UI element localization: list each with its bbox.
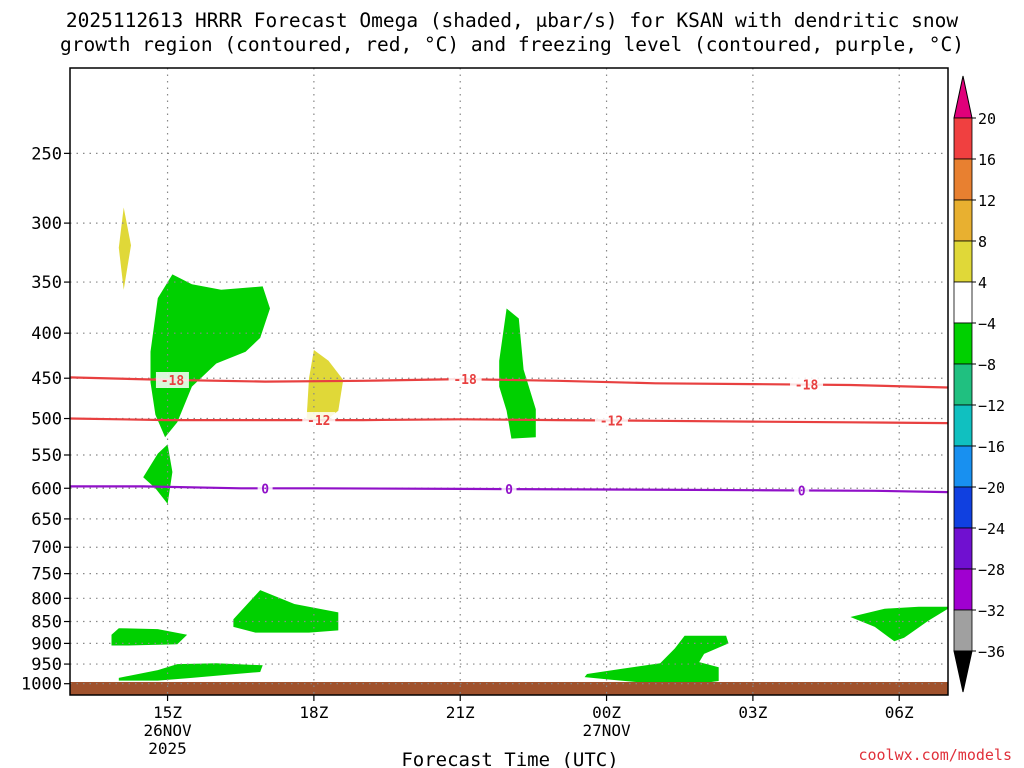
colorbar-swatch-12 xyxy=(953,568,973,611)
contour-label-0: 0 xyxy=(261,482,269,497)
colorbar-swatch-3 xyxy=(953,199,973,242)
omega-region-10 xyxy=(850,606,948,642)
omega-region-1 xyxy=(118,207,131,290)
contour-label-bg xyxy=(794,482,810,499)
y-tick-label-350: 350 xyxy=(31,273,62,293)
omega-region-7 xyxy=(111,628,188,646)
y-tick-label-1000: 1000 xyxy=(21,675,62,695)
colorbar-label: −28 xyxy=(978,561,1005,579)
y-tick-label-800: 800 xyxy=(31,589,62,609)
y-tick-label-250: 250 xyxy=(31,144,62,164)
omega-region-6 xyxy=(233,590,339,633)
y-tick-label-650: 650 xyxy=(31,510,62,530)
colorbar-label: −32 xyxy=(978,602,1005,620)
x-tick-date-15Z: 26NOV xyxy=(143,721,192,740)
site-credit: coolwx.com/models xyxy=(858,746,1012,764)
contour-label--18: -18 xyxy=(161,374,185,389)
colorbar-label: 4 xyxy=(978,274,987,292)
omega-region-8 xyxy=(118,663,263,681)
y-tick-label-300: 300 xyxy=(31,214,62,234)
colorbar-top-cap xyxy=(953,75,973,119)
colorbar-swatch-13 xyxy=(953,609,973,652)
colorbar-swatch-11 xyxy=(953,527,973,570)
colorbar-label: 16 xyxy=(978,151,996,169)
x-tick-label-03Z: 03Z xyxy=(738,703,767,722)
x-tick-label-21Z: 21Z xyxy=(446,703,475,722)
contour-label-bg xyxy=(302,412,336,429)
colorbar-swatch-5 xyxy=(953,281,973,324)
colorbar-bottom-cap xyxy=(953,650,973,693)
contour-label-0: 0 xyxy=(798,484,806,499)
omega-region-5 xyxy=(499,308,536,439)
colorbar-label: −16 xyxy=(978,438,1005,456)
surface-layer xyxy=(70,682,948,695)
y-tick-label-400: 400 xyxy=(31,324,62,344)
y-tick-label-500: 500 xyxy=(31,410,62,430)
y-tick-label-900: 900 xyxy=(31,634,62,654)
colorbar-swatch-10 xyxy=(953,486,973,529)
colorbar-swatch-7 xyxy=(953,363,973,406)
colorbar: 20 16 12 8 4 −4 −8 −12 −16 −20 −24 −28 −32 −36 xyxy=(953,75,1005,693)
x-tick-label-06Z: 06Z xyxy=(885,703,914,722)
y-tick-label-550: 550 xyxy=(31,446,62,466)
contour-line--12 xyxy=(69,417,949,425)
colorbar-label: 8 xyxy=(978,233,987,251)
contour-label--18: -18 xyxy=(453,373,477,388)
omega-region-2 xyxy=(306,350,344,423)
colorbar-swatch-9 xyxy=(953,445,973,488)
x-tick-year-15Z: 2025 xyxy=(148,739,187,758)
y-tick-label-700: 700 xyxy=(31,538,62,558)
colorbar-label: 20 xyxy=(978,110,996,128)
y-tick-label-600: 600 xyxy=(31,479,62,499)
contour-label--12: -12 xyxy=(600,414,623,429)
colorbar-label: −8 xyxy=(978,356,996,374)
omega-region-4 xyxy=(143,444,173,504)
x-tick-label-15Z: 15Z xyxy=(153,703,182,722)
y-tick-label-950: 950 xyxy=(31,655,62,675)
colorbar-label: −4 xyxy=(978,315,996,333)
plot-frame xyxy=(69,67,949,696)
contour-label-bg xyxy=(790,376,824,393)
contour-label-0: 0 xyxy=(505,483,513,498)
colorbar-swatch-4 xyxy=(953,240,973,283)
x-tick-label-18Z: 18Z xyxy=(299,703,328,722)
colorbar-swatch-1 xyxy=(953,117,973,160)
omega-region-9 xyxy=(584,635,729,686)
omega-region-3 xyxy=(150,274,270,438)
contour-label-bg xyxy=(448,371,482,388)
colorbar-swatch-8 xyxy=(953,404,973,447)
contour-label-bg xyxy=(501,481,517,498)
axes: 2503003504004505005506006507007508008509… xyxy=(21,67,949,758)
y-tick-label-850: 850 xyxy=(31,613,62,633)
omega-shaded-regions xyxy=(111,207,948,686)
colorbar-label: 12 xyxy=(978,192,996,210)
surface-strip xyxy=(70,682,948,695)
contour-label-bg xyxy=(257,480,273,497)
contour-label-bg xyxy=(155,372,189,389)
chart-title-line-2: growth region (contoured, red, °C) and f… xyxy=(60,33,964,56)
colorbar-swatch-2 xyxy=(953,158,973,201)
contour-lines: -18 -18 -18 -12 -12 0 0 0 xyxy=(69,371,949,499)
colorbar-label: −24 xyxy=(978,520,1005,538)
contour-label--12: -12 xyxy=(307,414,330,429)
colorbar-label: −20 xyxy=(978,479,1005,497)
x-axis-label: Forecast Time (UTC) xyxy=(401,749,618,768)
colorbar-swatch-6 xyxy=(953,322,973,365)
chart-title-line-1: 2025112613 HRRR Forecast Omega (shaded, … xyxy=(65,9,959,32)
y-tick-label-450: 450 xyxy=(31,369,62,389)
contour-label-bg xyxy=(594,412,628,429)
colorbar-label: −12 xyxy=(978,397,1005,415)
colorbar-label: −36 xyxy=(978,643,1005,661)
x-tick-label-00Z: 00Z xyxy=(592,703,621,722)
contour-line-0 xyxy=(70,485,949,494)
contour-label--18: -18 xyxy=(795,379,819,394)
y-tick-label-750: 750 xyxy=(31,565,62,585)
x-tick-date-00Z: 27NOV xyxy=(582,721,631,740)
